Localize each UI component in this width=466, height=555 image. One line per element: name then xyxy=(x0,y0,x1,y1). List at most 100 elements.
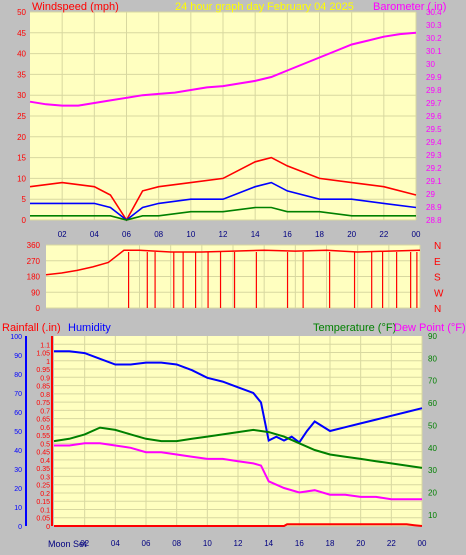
humidity-header: Humidity xyxy=(68,322,111,334)
barometer-y-tick: 29.4 xyxy=(426,138,442,147)
wind-header-left: Windspeed (mph) xyxy=(32,1,119,13)
temperature-header: Temperature (°F) xyxy=(313,322,396,334)
barometer-y-tick: 29.5 xyxy=(426,125,442,134)
rain-y-tick: 0.35 xyxy=(36,466,50,473)
barometer-y-tick: 30.3 xyxy=(426,21,442,30)
rain-y-tick: 0.1 xyxy=(40,507,50,514)
humidity-y-tick: 80 xyxy=(14,372,22,379)
rainfall-series xyxy=(54,523,423,527)
barometer-y-tick: 29.1 xyxy=(426,177,442,186)
rain-y-tick: 0.9 xyxy=(40,375,50,382)
wind-y-tick: 35 xyxy=(17,70,26,79)
barometer-y-tick: 28.9 xyxy=(426,203,442,212)
wind-x-tick: 02 xyxy=(58,230,67,239)
moon-set-label: Moon Set xyxy=(48,539,87,549)
humidity-y-tick: 70 xyxy=(14,391,22,398)
temp-y-tick: 30 xyxy=(428,466,437,475)
rain-y-tick: 0.4 xyxy=(40,458,50,465)
direction-compass-label: S xyxy=(434,273,441,284)
rain-header: Rainfall (.in) xyxy=(2,322,61,334)
temp-x-tick: 10 xyxy=(203,539,212,548)
wind-gust-series xyxy=(29,156,417,222)
barometer-y-tick: 29.6 xyxy=(426,112,442,121)
barometer-series xyxy=(29,31,417,107)
humidity-y-tick: 20 xyxy=(14,486,22,493)
temp-y-tick: 10 xyxy=(428,511,437,520)
temp-y-tick: 60 xyxy=(428,399,437,408)
barometer-y-tick: 29.2 xyxy=(426,164,442,173)
barometer-y-tick: 30.2 xyxy=(426,34,442,43)
rain-y-tick: 0.7 xyxy=(40,408,50,415)
wind-direction-drops xyxy=(127,252,418,308)
wind-x-tick: 04 xyxy=(90,230,99,239)
temp-x-tick: 22 xyxy=(387,539,396,548)
humidity-y-tick: 40 xyxy=(14,448,22,455)
humidity-y-tick: 100 xyxy=(10,334,22,341)
wind-y-tick: 25 xyxy=(17,112,26,121)
wind-y-tick: 40 xyxy=(17,50,26,59)
wind-y-tick: 45 xyxy=(17,29,26,38)
rain-y-tick: 0.05 xyxy=(36,516,50,523)
barometer-y-tick: 29 xyxy=(426,190,435,199)
humidity-y-tick: 50 xyxy=(14,429,22,436)
wind-y-tick: 0 xyxy=(22,216,27,225)
barometer-y-tick: 29.7 xyxy=(426,99,442,108)
rain-y-tick: 0.45 xyxy=(36,450,50,457)
wind-x-tick: 12 xyxy=(219,230,228,239)
wind-avg-series xyxy=(30,181,417,222)
wind-y-tick: 30 xyxy=(17,91,26,100)
barometer-y-tick: 30.1 xyxy=(426,47,442,56)
humidity-y-tick: 0 xyxy=(18,524,22,531)
rain-y-tick: 0.6 xyxy=(40,425,50,432)
direction-y-tick: 90 xyxy=(31,288,40,297)
wind-header-right: Barometer (.in) xyxy=(373,1,446,13)
wind-x-tick: 22 xyxy=(379,230,388,239)
rain-y-tick: 0.5 xyxy=(40,441,50,448)
wind-y-tick: 20 xyxy=(17,133,26,142)
temp-x-tick: 16 xyxy=(295,539,304,548)
wind-direction-series xyxy=(45,249,421,276)
humidity-y-tick: 30 xyxy=(14,467,22,474)
wind-x-tick: 08 xyxy=(154,230,163,239)
rain-y-tick: 0.75 xyxy=(36,400,50,407)
direction-compass-label: N xyxy=(434,304,441,315)
temp-x-tick: 20 xyxy=(356,539,365,548)
wind-grid xyxy=(30,11,417,221)
rain-y-tick: 0.25 xyxy=(36,483,50,490)
direction-compass-label: E xyxy=(434,257,441,268)
wind-header-date: February 04 2025 xyxy=(267,1,354,13)
rain-y-tick: 0.15 xyxy=(36,499,50,506)
temp-x-tick: 12 xyxy=(234,539,243,548)
rain-y-tick: 0.95 xyxy=(36,367,50,374)
direction-grid xyxy=(46,244,421,309)
barometer-y-tick: 30 xyxy=(426,60,435,69)
temp-y-tick: 40 xyxy=(428,444,437,453)
temp-x-tick: 14 xyxy=(264,539,273,548)
rain-y-tick: 1.05 xyxy=(36,351,50,358)
temp-y-tick: 20 xyxy=(428,488,437,497)
temp-y-tick: 90 xyxy=(428,332,437,341)
temp-y-tick: 80 xyxy=(428,354,437,363)
temp-x-tick: 08 xyxy=(172,539,181,548)
wind-x-tick: 06 xyxy=(122,230,131,239)
direction-compass-label: W xyxy=(434,288,444,299)
barometer-y-tick: 28.8 xyxy=(426,216,442,225)
wind-x-tick: 10 xyxy=(186,230,195,239)
dew-point-series xyxy=(54,442,422,501)
temp-x-tick: 06 xyxy=(142,539,151,548)
humidity-series xyxy=(54,350,423,444)
rain-y-tick: 1.1 xyxy=(40,342,50,349)
barometer-y-tick: 29.8 xyxy=(426,86,442,95)
rain-y-tick: 0.2 xyxy=(40,491,50,498)
temp-x-tick: 02 xyxy=(80,539,89,548)
wind-y-tick: 10 xyxy=(17,174,26,183)
rain-y-tick: 0.55 xyxy=(36,433,50,440)
rain-y-tick: 1 xyxy=(46,359,50,366)
direction-y-tick: 0 xyxy=(36,304,41,313)
wind-y-tick: 50 xyxy=(17,8,26,17)
axis-labels: 0510152025303540455028.828.92929.129.229… xyxy=(10,8,444,548)
temp-grid xyxy=(25,336,423,527)
wind-header-title: 24 hour graph day xyxy=(175,1,265,13)
